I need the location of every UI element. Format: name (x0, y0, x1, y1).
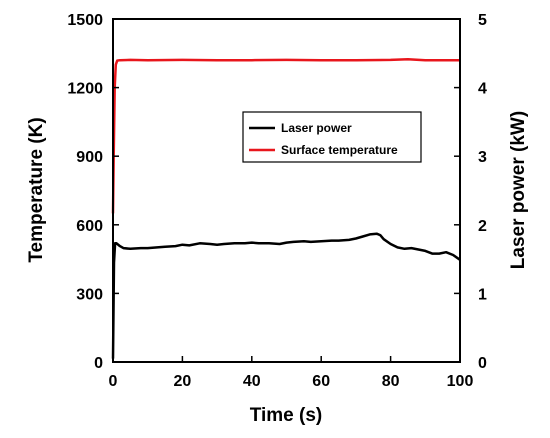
y-tick-label-left: 1500 (67, 12, 103, 29)
y-tick-label-left: 300 (76, 286, 103, 303)
x-tick-label: 20 (174, 373, 192, 390)
y-axis-title-right: Laser power (kW) (508, 111, 529, 269)
axis-ticks (112, 18, 461, 363)
y-tick-label-left: 900 (76, 149, 103, 166)
x-tick-label: 40 (243, 373, 261, 390)
y-tick-label-right: 4 (478, 81, 487, 98)
series-line-laser-power (111, 232, 461, 359)
legend: Laser power Surface temperature (242, 111, 422, 163)
legend-label-laser-power: Laser power (281, 121, 352, 135)
y-tick-label-left: 1200 (67, 81, 103, 98)
y-tick-label-left: 0 (94, 355, 103, 372)
plot-lines (111, 57, 461, 359)
y-axis-title-left: Temperature (K) (26, 117, 47, 262)
plot-frame (112, 18, 461, 363)
x-axis-title: Time (s) (250, 405, 323, 426)
x-tick-label: 60 (312, 373, 330, 390)
x-tick-label: 80 (382, 373, 400, 390)
legend-box (242, 111, 422, 163)
y-tick-label-right: 2 (478, 218, 487, 235)
y-tick-label-right: 3 (478, 149, 487, 166)
y-tick-label-right: 1 (478, 286, 487, 303)
legend-label-surface-temperature: Surface temperature (281, 143, 398, 157)
y-tick-label-right: 0 (478, 355, 487, 372)
y-tick-label-left: 600 (76, 218, 103, 235)
x-tick-label: 100 (447, 373, 474, 390)
series-line-surface-temperature (111, 57, 460, 214)
x-tick-label: 0 (109, 373, 118, 390)
y-tick-label-right: 5 (478, 12, 487, 29)
